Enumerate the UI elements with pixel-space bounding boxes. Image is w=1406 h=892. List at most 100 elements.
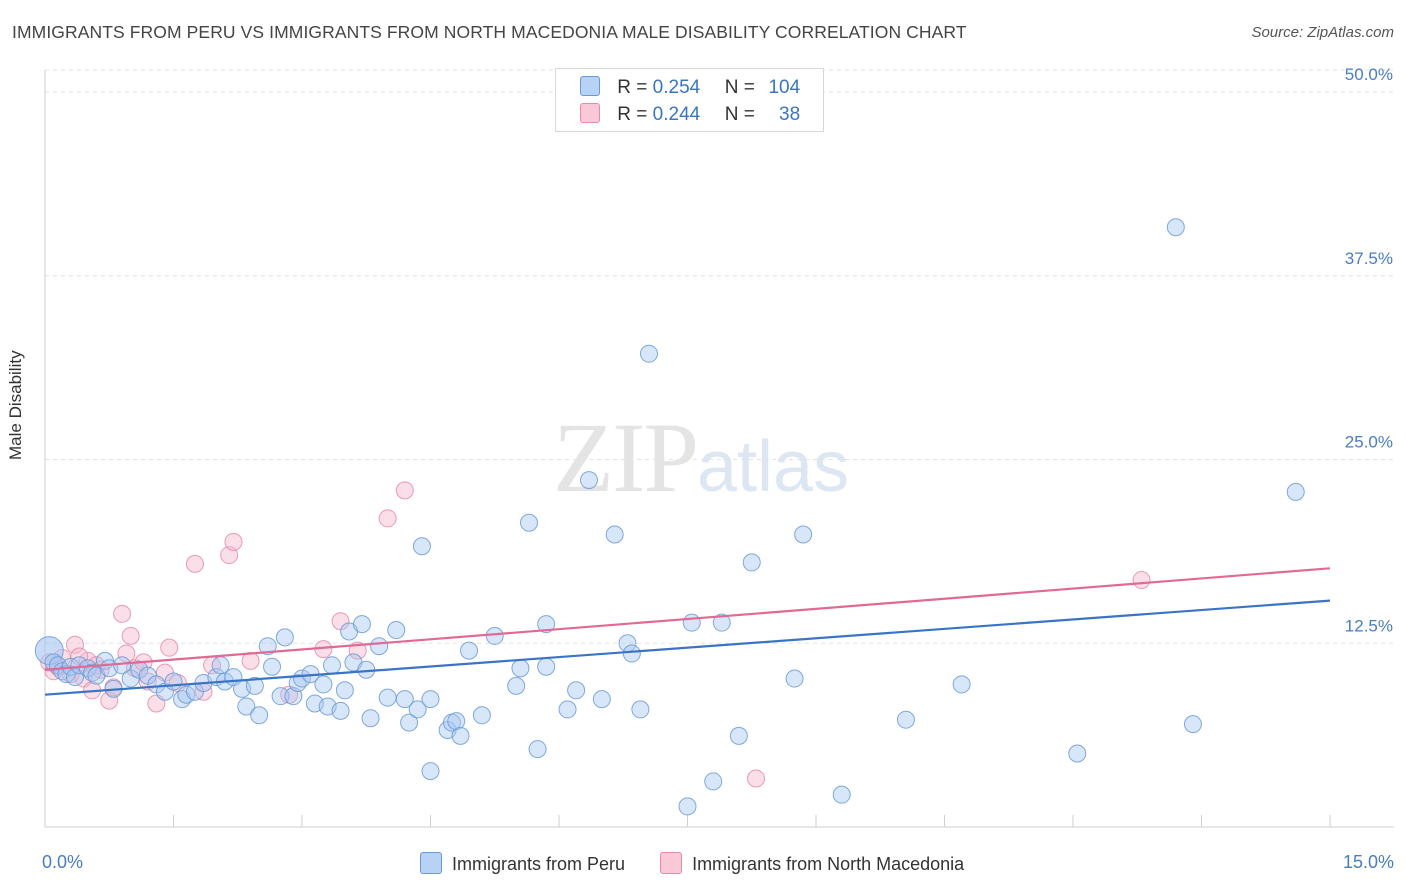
peru-point <box>704 772 723 791</box>
peru-point <box>421 690 440 709</box>
peru-point <box>896 710 915 729</box>
peru-point <box>520 513 539 532</box>
peru-point <box>472 706 491 725</box>
grid-layer <box>45 69 1394 644</box>
y-tick-label: 25.0% <box>1345 433 1393 452</box>
macedonia-point <box>224 532 243 551</box>
peru-point <box>952 675 971 694</box>
peru-point <box>258 637 277 656</box>
peru-point <box>794 525 813 544</box>
peru-point <box>785 669 804 688</box>
legend-row-macedonia: R = 0.244 N = 38 <box>580 103 800 126</box>
peru-point <box>622 644 641 663</box>
peru-point <box>275 628 294 647</box>
peru-point <box>400 713 419 732</box>
legend-n-label: N = <box>724 77 755 98</box>
peru-point <box>1068 744 1087 763</box>
peru-point <box>237 697 256 716</box>
peru-point <box>451 726 470 745</box>
peru-point <box>678 797 697 816</box>
axis-layer <box>44 70 1394 828</box>
legend-r-label: R = <box>617 77 648 98</box>
correlation-legend: R = 0.254 N = 104 R = 0.244 N = 38 <box>555 68 824 132</box>
peru-point <box>263 657 282 676</box>
legend-n-value: 38 <box>779 104 801 125</box>
macedonia-point <box>113 604 132 623</box>
peru-legend-swatch-icon <box>420 852 442 874</box>
macedonia-point <box>747 769 766 788</box>
peru-point <box>331 701 350 720</box>
macedonia-legend-swatch-icon <box>660 852 683 874</box>
peru-point <box>395 690 414 709</box>
legend-series-name: Immigrants from North Macedonia <box>692 854 965 874</box>
peru-point <box>507 676 526 695</box>
peru-swatch-icon <box>580 76 600 96</box>
macedonia-trend-line <box>44 567 1331 671</box>
peru-point <box>1183 715 1202 734</box>
peru-point <box>352 615 371 634</box>
peru-point <box>378 688 397 707</box>
peru-point <box>537 657 556 676</box>
peru-point <box>1166 218 1185 237</box>
peru-point <box>335 681 354 700</box>
watermark-atlas: atlas <box>697 427 850 507</box>
y-tick-label: 12.5% <box>1345 616 1393 635</box>
x-axis-max-label: 15.0% <box>1342 852 1394 872</box>
peru-point <box>271 687 290 706</box>
legend-n-value: 104 <box>768 77 801 98</box>
peru-point <box>408 700 427 719</box>
peru-point <box>370 637 389 656</box>
peru-point <box>558 700 577 719</box>
y-tick-label: 50.0% <box>1345 65 1393 84</box>
peru-point <box>485 626 504 645</box>
peru-point <box>832 785 851 804</box>
macedonia-point <box>160 638 179 657</box>
peru-point <box>460 641 479 660</box>
peru-point <box>511 659 530 678</box>
peru-point <box>537 615 556 634</box>
series-legend: Immigrants from Peru Immigrants from Nor… <box>420 852 994 875</box>
legend-r-value: 0.244 <box>652 104 701 125</box>
peru-point <box>412 537 431 556</box>
peru-point <box>1286 482 1305 501</box>
peru-point <box>447 712 466 731</box>
peru-point <box>605 525 624 544</box>
macedonia-point <box>121 626 140 645</box>
legend-row-peru: R = 0.254 N = 104 <box>580 76 800 99</box>
peru-point <box>421 762 440 781</box>
trend-layer <box>44 567 1331 696</box>
peru-point <box>579 471 598 490</box>
macedonia-point <box>117 644 136 663</box>
legend-r-label: R = <box>617 104 648 125</box>
legend-item-peru: Immigrants from Peru <box>420 852 625 875</box>
peru-point <box>245 676 264 695</box>
peru-point <box>712 613 731 632</box>
macedonia-point <box>65 635 84 654</box>
peru-point <box>293 669 311 688</box>
peru-point <box>682 613 701 632</box>
peru-point <box>361 709 380 728</box>
peru-point <box>631 700 650 719</box>
source-label: Source: ZipAtlas.com <box>1251 24 1394 41</box>
peru-point <box>211 656 230 675</box>
macedonia-swatch-icon <box>580 103 600 123</box>
peru-point <box>164 672 183 691</box>
peru-point <box>567 681 586 700</box>
peru-trend-line <box>44 599 1331 696</box>
peru-point <box>639 344 658 363</box>
tick-label-layer: 12.5% 25.0% 37.5% 50.0% <box>1345 65 1393 635</box>
peru-point <box>729 726 748 745</box>
peru-point <box>65 668 84 687</box>
legend-r-value: 0.254 <box>652 77 701 98</box>
y-axis-label: Male Disability <box>6 350 25 460</box>
watermark-zip: ZIP <box>553 402 699 513</box>
peru-point <box>592 690 611 709</box>
y-tick-label: 37.5% <box>1345 249 1393 268</box>
legend-series-name: Immigrants from Peru <box>452 854 626 874</box>
peru-point <box>528 740 547 759</box>
peru-point <box>387 621 406 640</box>
macedonia-point <box>185 554 204 573</box>
peru-point <box>742 553 761 572</box>
macedonia-point <box>395 481 414 500</box>
